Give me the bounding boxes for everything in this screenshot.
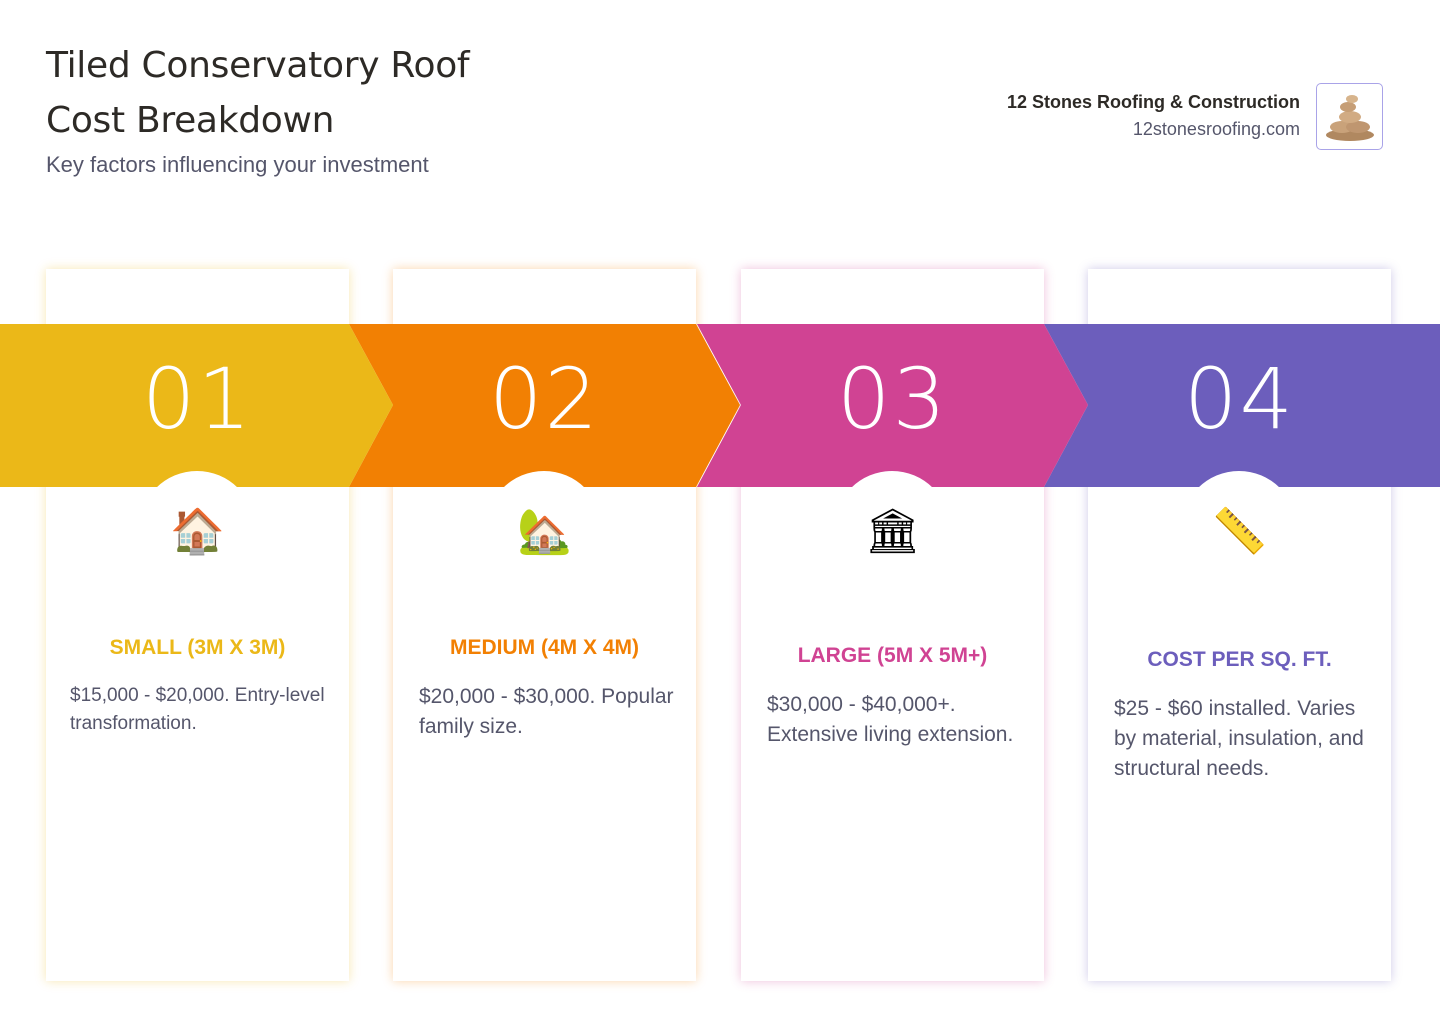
step-title: COST PER SQ. FT. bbox=[1147, 648, 1332, 671]
step-title: MEDIUM (4M X 4M) bbox=[450, 636, 639, 659]
title-line-1: Tiled Conservatory Roof bbox=[46, 45, 470, 86]
step-number: 01 bbox=[142, 350, 253, 448]
subtitle: Key factors influencing your investment bbox=[46, 152, 429, 177]
step-title: LARGE (5M X 5M+) bbox=[797, 644, 988, 667]
brand-logo bbox=[1316, 83, 1383, 150]
step-banner bbox=[0, 324, 1440, 487]
step-1-arrow bbox=[0, 324, 393, 487]
step-number: 02 bbox=[489, 350, 600, 448]
step-4-arrow bbox=[1044, 324, 1440, 487]
step-number: 03 bbox=[837, 350, 948, 448]
title-line-2: Cost Breakdown bbox=[46, 100, 335, 141]
stone-pile-icon bbox=[1325, 94, 1374, 141]
ruler-icon: 📏 bbox=[1212, 506, 1267, 557]
brand-url[interactable]: 12stonesroofing.com bbox=[1132, 119, 1300, 139]
step-description: $25 - $60 installed. Varies by material,… bbox=[1114, 697, 1364, 780]
step-number: 04 bbox=[1184, 350, 1295, 448]
step-description: $30,000 - $40,000+. Extensive living ext… bbox=[767, 693, 1014, 746]
page-title: Tiled Conservatory Roof Cost Breakdown bbox=[46, 38, 470, 148]
brand-block: 12 Stones Roofing & Construction 12stone… bbox=[1007, 92, 1300, 140]
step-description: $20,000 - $30,000. Popular family size. bbox=[419, 685, 674, 738]
house-with-garden-icon: 🏡 bbox=[517, 506, 572, 557]
step-3-arrow bbox=[697, 324, 1088, 487]
step-2-arrow bbox=[349, 324, 740, 487]
step-description: $15,000 - $20,000. Entry-level transform… bbox=[70, 685, 325, 734]
step-title: SMALL (3M X 3M) bbox=[109, 636, 286, 659]
brand-name: 12 Stones Roofing & Construction bbox=[1006, 92, 1300, 112]
classical-building-icon: 🏛 bbox=[864, 506, 921, 557]
house-icon: 🏠 bbox=[170, 506, 225, 557]
